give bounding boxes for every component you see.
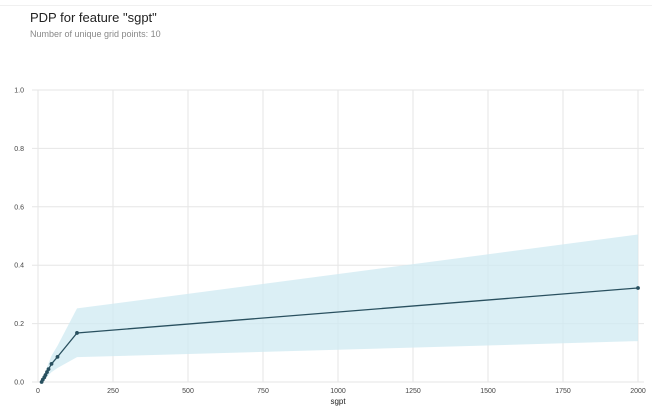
chart-title: PDP for feature "sgpt": [30, 10, 157, 25]
data-point-5: [46, 367, 51, 372]
y-tick-label-4: 0.8: [14, 146, 24, 153]
x-tick-label-8: 2000: [630, 388, 646, 395]
point-layer: [39, 286, 640, 384]
chart-header: PDP for feature "sgpt" Number of unique …: [0, 0, 652, 58]
x-tick-label-2: 500: [182, 388, 194, 395]
y-tick-label-3: 0.6: [14, 204, 24, 211]
data-point-9: [636, 286, 640, 290]
chart-subtitle: Number of unique grid points: 10: [30, 29, 161, 39]
x-tick-label-5: 1250: [405, 388, 421, 395]
data-point-6: [49, 361, 54, 366]
y-tick-label-0: 0.0: [14, 380, 24, 387]
data-point-8: [75, 331, 79, 335]
confidence-band-0: [41, 234, 639, 382]
x-tick-label-4: 1000: [330, 388, 346, 395]
x-axis-label: sgpt: [330, 397, 346, 406]
y-tick-label-2: 0.4: [14, 263, 24, 270]
x-tick-label-1: 250: [107, 388, 119, 395]
header-divider: [0, 5, 652, 6]
data-point-7: [55, 354, 60, 359]
tick-layer: 0.0 0.2 0.4 0.6 0.8 1.0 0 250 500 750 1000 1250 1500…: [14, 88, 646, 396]
x-tick-label-3: 750: [257, 388, 269, 395]
x-tick-label-6: 1500: [480, 388, 496, 395]
y-tick-label-1: 0.2: [14, 321, 24, 328]
data-point-4: [45, 370, 49, 374]
band-layer: [41, 234, 639, 382]
y-tick-label-5: 1.0: [14, 88, 24, 95]
data-point-3: [43, 373, 48, 377]
x-tick-label-0: 0: [36, 388, 40, 395]
x-tick-label-7: 1750: [555, 388, 571, 395]
